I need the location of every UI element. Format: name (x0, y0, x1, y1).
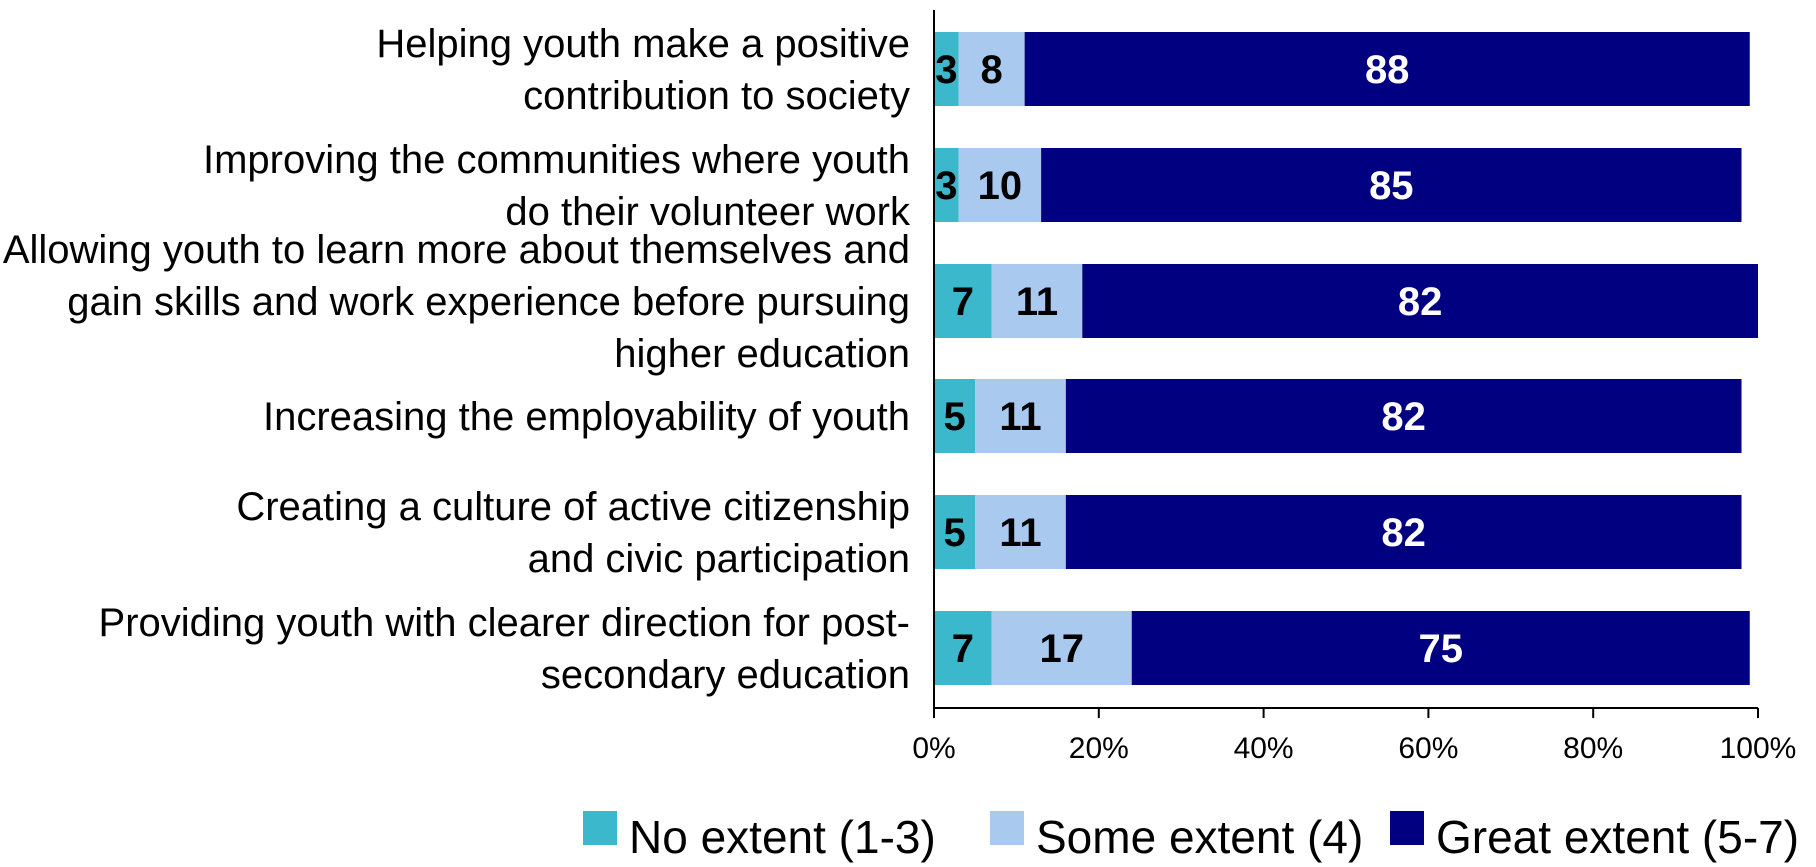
x-tick-label: 80% (1563, 732, 1623, 765)
data-label: 88 (1365, 48, 1410, 92)
legend-label: Great extent (5-7) (1436, 811, 1799, 863)
data-label: 82 (1398, 280, 1443, 324)
bar-segment (1024, 32, 1750, 106)
legend-swatch (990, 811, 1024, 845)
bar-segment (1041, 148, 1742, 222)
category-label: Allowing youth to learn more about thems… (3, 228, 910, 376)
data-label: 7 (952, 280, 974, 324)
x-tick-label: 0% (912, 732, 955, 765)
data-labels: 3 8 883 10 857 11 825 11 825 11 827 17 75 (935, 48, 1463, 671)
data-label: 7 (952, 627, 974, 671)
category-label: Helping youth make a positive contributio… (376, 22, 910, 118)
data-label: 3 (935, 48, 957, 92)
bar-segment (991, 264, 1083, 338)
bar-segment (991, 611, 1132, 685)
legend-swatch (1390, 811, 1424, 845)
data-label: 82 (1381, 395, 1426, 439)
data-label: 11 (1016, 280, 1058, 324)
x-tick-label: 100% (1720, 732, 1797, 765)
bar-segment (934, 148, 959, 222)
bar-segment (934, 264, 992, 338)
data-label: 5 (943, 511, 965, 555)
bar-segment (934, 379, 976, 453)
bar-segment (934, 32, 959, 106)
bars (934, 32, 1758, 685)
data-label: 75 (1419, 627, 1464, 671)
bar-segment (934, 495, 976, 569)
bar-segment (975, 495, 1066, 569)
data-label: 85 (1369, 164, 1414, 208)
bar-segment (1082, 264, 1758, 338)
category-label: Creating a culture of active citizenship… (236, 485, 910, 581)
data-label: 11 (999, 511, 1041, 555)
data-label: 82 (1381, 511, 1426, 555)
category-label: Providing youth with clearer direction f… (99, 601, 910, 697)
x-tick-label: 60% (1398, 732, 1458, 765)
bar-segment (975, 379, 1066, 453)
data-label: 10 (978, 164, 1023, 208)
legend-label: Some extent (4) (1036, 811, 1363, 863)
category-label: Improving the communities where youth do … (203, 138, 911, 234)
bar-segment (958, 148, 1042, 222)
data-label: 17 (1039, 627, 1084, 671)
data-label: 3 (935, 164, 957, 208)
x-tick-label: 40% (1234, 732, 1294, 765)
category-labels: Helping youth make a positive contributio… (3, 22, 911, 697)
x-axis-ticks: 0% 20% 40% 60% 80% 100% (912, 708, 1796, 765)
legend: No extent (1-3) Some extent (4) Great exte… (583, 811, 1799, 863)
legend-label: No extent (1-3) (629, 811, 936, 863)
bar-segment (1065, 379, 1742, 453)
legend-swatch (583, 811, 617, 845)
data-label: 5 (943, 395, 965, 439)
data-label: 8 (981, 48, 1003, 92)
axes (933, 10, 1758, 709)
bar-segment (1065, 495, 1742, 569)
data-label: 11 (999, 395, 1041, 439)
bar-segment (1131, 611, 1750, 685)
bar-segment (958, 32, 1025, 106)
x-tick-label: 20% (1069, 732, 1129, 765)
category-label: Increasing the employability of youth (263, 395, 910, 439)
bar-segment (934, 611, 992, 685)
